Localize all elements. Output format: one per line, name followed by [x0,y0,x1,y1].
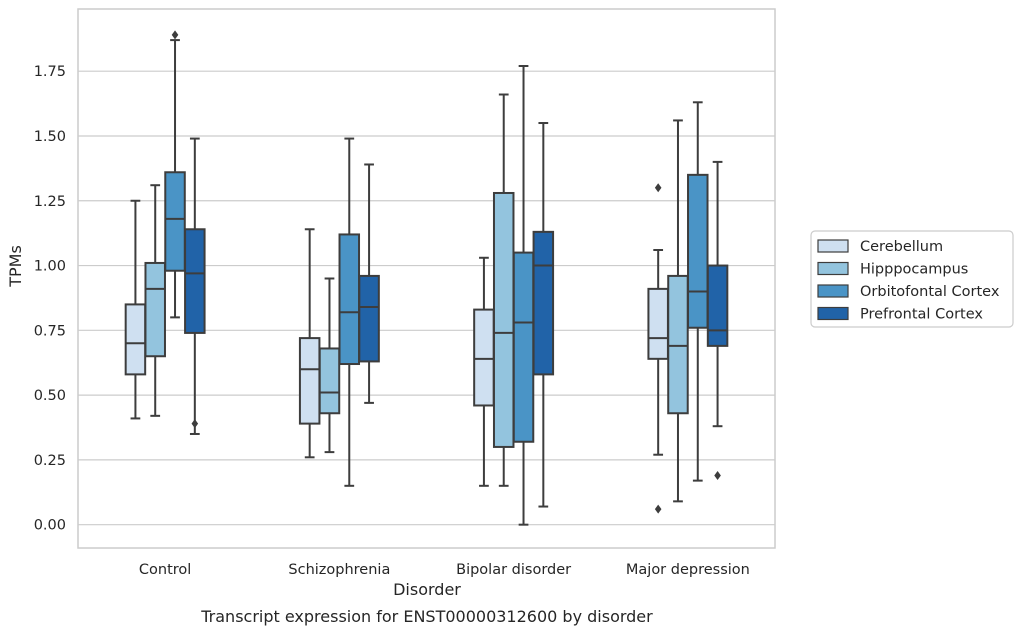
legend-box [810,230,1014,328]
y-tick-label: 0.00 [34,518,66,534]
iqr-box [706,264,729,347]
box-prefrontal-cortex [706,160,729,480]
outlier-point [171,30,179,40]
box-hipppocampus [144,184,166,417]
x-tick-label: Schizophrenia [288,562,390,578]
box-orbitofontal-cortex [338,137,361,487]
iqr-box [124,303,147,376]
iqr-box [358,274,380,363]
legend-label: Prefrontal Cortex [860,307,983,323]
x-tick-label: Control [139,562,191,578]
y-tick-label: 1.75 [34,64,66,80]
legend-swatch [817,239,849,253]
iqr-box [492,191,515,448]
y-tick-label: 0.50 [34,388,66,404]
legend-label: Cerebellum [860,239,943,255]
iqr-box [338,233,361,366]
box-orbitofontal-cortex [512,65,535,526]
box-cerebellum [647,183,669,514]
box-cerebellum [473,256,495,487]
y-tick-label: 0.25 [34,453,66,469]
legend-swatch [817,284,849,298]
y-tick-labels: 0.00 0.25 0.50 0.75 1.00 1.25 1.50 1.75 [34,64,66,533]
y-tick-label: 0.75 [34,323,66,339]
iqr-box [184,228,206,334]
iqr-box [532,230,555,376]
legend: Cerebellum Hipppocampus Orbitofontal Corte… [810,230,1014,328]
iqr-box [647,287,669,360]
box-prefrontal-cortex [532,122,555,508]
y-tick-label: 1.25 [34,194,66,210]
iqr-box [687,173,709,329]
plot-border [77,8,776,549]
iqr-box [144,261,166,358]
legend-swatch [817,261,849,276]
x-tick-label: Bipolar disorder [456,562,571,578]
chart-caption: Transcript expression for ENST0000031260… [200,607,653,626]
outlier-point [654,183,662,193]
iqr-box [164,171,186,272]
box-cerebellum [124,199,147,420]
outlier-point [191,419,199,429]
box-hipppocampus [318,277,341,454]
box-hipppocampus [667,119,689,503]
box-prefrontal-cortex [184,137,206,435]
iqr-box [512,251,535,443]
iqr-box [473,308,495,407]
legend-swatch [817,306,849,321]
box-hipppocampus [492,93,515,487]
y-axis-title: TPMs [6,245,25,288]
x-tick-label: Major depression [626,562,750,578]
x-tick-labels: Control Schizophrenia Bipolar disorder Majo… [139,562,750,578]
y-tick-label: 1.50 [34,129,66,145]
x-axis-title: Disorder [393,580,461,599]
legend-label: Orbitofontal Cortex [860,284,1000,300]
box-cerebellum [298,228,321,459]
iqr-box [318,347,341,415]
iqr-box [298,337,321,425]
box-orbitofontal-cortex [687,101,709,482]
y-tick-label: 1.00 [34,259,66,275]
boxes-layer [124,30,729,526]
box-prefrontal-cortex [358,163,380,404]
legend-label: Hipppocampus [860,262,968,278]
box-orbitofontal-cortex [164,30,186,319]
outlier-point [714,470,721,480]
outlier-point [654,504,662,514]
plot-frame [77,8,776,549]
iqr-box [667,274,689,415]
